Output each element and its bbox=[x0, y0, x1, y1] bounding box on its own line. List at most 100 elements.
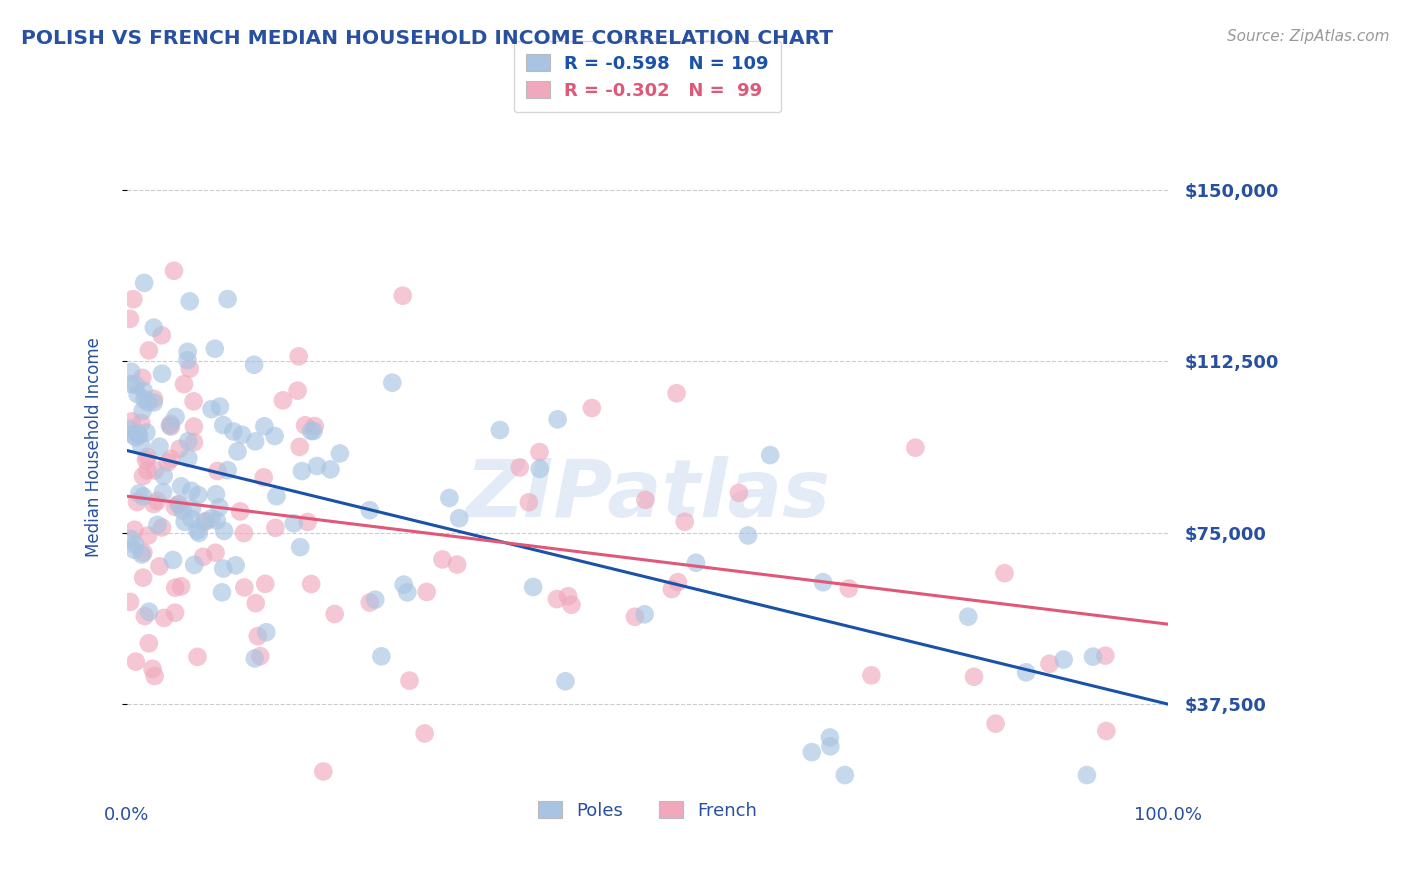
Point bbox=[131, 548, 153, 562]
Point bbox=[963, 670, 986, 684]
Point bbox=[860, 668, 883, 682]
Point bbox=[124, 523, 146, 537]
Point bbox=[208, 400, 231, 414]
Point bbox=[146, 494, 169, 508]
Point bbox=[160, 451, 183, 466]
Point bbox=[287, 384, 309, 398]
Point bbox=[546, 592, 568, 607]
Point bbox=[136, 528, 159, 542]
Y-axis label: Median Household Income: Median Household Income bbox=[86, 337, 103, 557]
Point bbox=[138, 605, 160, 619]
Point bbox=[134, 609, 156, 624]
Legend: Poles, French: Poles, French bbox=[526, 789, 769, 832]
Point bbox=[179, 361, 201, 376]
Point bbox=[136, 450, 159, 464]
Point bbox=[173, 377, 195, 392]
Point bbox=[169, 442, 191, 456]
Text: ZIPatlas: ZIPatlas bbox=[465, 456, 830, 534]
Point bbox=[121, 414, 143, 428]
Point bbox=[319, 462, 342, 476]
Point bbox=[177, 451, 200, 466]
Point bbox=[291, 464, 314, 478]
Point bbox=[153, 611, 176, 625]
Point bbox=[136, 463, 159, 477]
Point bbox=[522, 580, 544, 594]
Point bbox=[728, 486, 751, 500]
Point bbox=[187, 488, 209, 502]
Point bbox=[288, 440, 311, 454]
Point bbox=[146, 517, 169, 532]
Point bbox=[120, 365, 142, 379]
Point bbox=[118, 422, 141, 436]
Point bbox=[359, 503, 381, 517]
Point bbox=[132, 545, 155, 559]
Point bbox=[554, 674, 576, 689]
Point bbox=[329, 446, 352, 460]
Point bbox=[800, 745, 823, 759]
Point bbox=[160, 419, 183, 434]
Point bbox=[181, 501, 204, 516]
Point bbox=[439, 491, 461, 505]
Point bbox=[179, 294, 201, 309]
Point bbox=[132, 490, 155, 504]
Point bbox=[207, 464, 229, 478]
Point bbox=[186, 524, 208, 538]
Point bbox=[138, 636, 160, 650]
Point bbox=[120, 427, 142, 442]
Point bbox=[685, 556, 707, 570]
Point bbox=[229, 504, 252, 518]
Point bbox=[759, 448, 782, 462]
Point bbox=[118, 311, 141, 326]
Point bbox=[172, 504, 194, 518]
Point bbox=[1076, 768, 1098, 782]
Point bbox=[226, 444, 249, 458]
Point bbox=[211, 585, 233, 599]
Point bbox=[208, 500, 231, 515]
Point bbox=[904, 441, 927, 455]
Point bbox=[150, 520, 173, 534]
Point bbox=[398, 673, 420, 688]
Point bbox=[243, 434, 266, 449]
Point bbox=[183, 435, 205, 450]
Point bbox=[120, 376, 142, 391]
Point bbox=[165, 581, 187, 595]
Point bbox=[195, 514, 218, 528]
Point bbox=[254, 625, 277, 640]
Point bbox=[191, 549, 214, 564]
Point bbox=[391, 288, 413, 302]
Point bbox=[581, 401, 603, 415]
Point bbox=[297, 515, 319, 529]
Point bbox=[517, 495, 540, 509]
Point bbox=[509, 460, 531, 475]
Point bbox=[673, 515, 696, 529]
Point bbox=[173, 515, 195, 529]
Point bbox=[737, 528, 759, 542]
Point bbox=[249, 649, 271, 664]
Point bbox=[370, 649, 392, 664]
Point bbox=[304, 419, 326, 434]
Point bbox=[253, 419, 276, 434]
Point bbox=[143, 669, 166, 683]
Point bbox=[1081, 649, 1104, 664]
Point bbox=[449, 511, 471, 525]
Point bbox=[231, 427, 253, 442]
Point bbox=[271, 393, 294, 408]
Point bbox=[163, 606, 186, 620]
Point bbox=[125, 430, 148, 444]
Point bbox=[323, 607, 346, 621]
Point bbox=[253, 470, 276, 484]
Point bbox=[204, 546, 226, 560]
Point bbox=[127, 426, 149, 441]
Point bbox=[212, 561, 235, 575]
Point bbox=[128, 486, 150, 500]
Point bbox=[142, 497, 165, 511]
Point bbox=[183, 419, 205, 434]
Point bbox=[299, 577, 322, 591]
Point bbox=[634, 492, 657, 507]
Point bbox=[204, 342, 226, 356]
Point bbox=[135, 452, 157, 467]
Point bbox=[132, 384, 155, 398]
Point bbox=[957, 609, 980, 624]
Point bbox=[176, 344, 198, 359]
Point bbox=[1094, 648, 1116, 663]
